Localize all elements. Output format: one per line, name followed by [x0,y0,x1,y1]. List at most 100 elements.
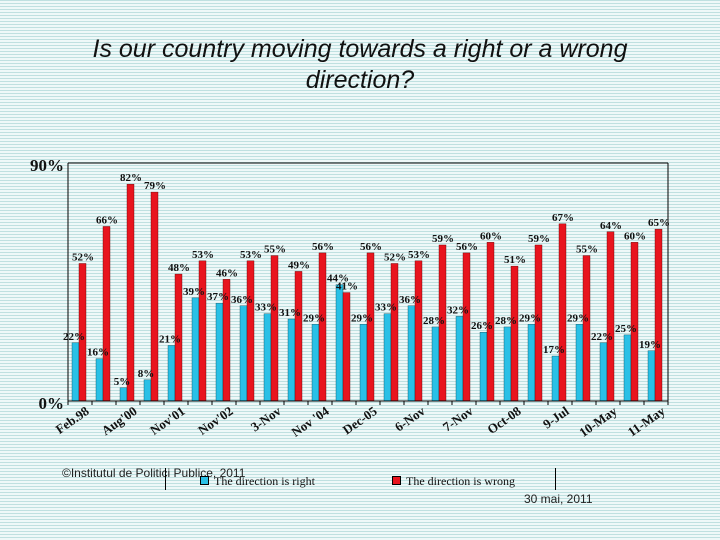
bar-right [407,305,416,402]
data-label-wrong: 67% [552,212,574,224]
bar-right [359,324,368,402]
x-tick-label: Nov '04 [289,403,333,440]
copyright-text: ©Institutul de Politici Publice, 2011 [62,466,246,480]
data-label-right: 19% [639,339,661,351]
legend-divider-right [555,468,556,490]
bar-wrong [558,223,567,402]
data-label-wrong: 52% [72,251,94,263]
data-label-right: 5% [114,376,131,388]
data-label-wrong: 64% [600,220,622,232]
legend-label-right: The direction is right [214,474,315,488]
bar-wrong [582,255,591,402]
data-label-wrong: 59% [432,233,454,245]
bar-right [647,350,656,402]
bar-right [575,324,584,402]
data-label-wrong: 66% [96,214,118,226]
bar-right [527,324,536,402]
bar-right [311,324,320,402]
x-tick-label: 6-Nov [392,403,428,435]
bar-wrong [630,242,639,402]
data-label-right: 28% [423,315,445,327]
bar-right [335,284,344,402]
bar-right [383,313,392,402]
bar-right [71,342,80,402]
x-tick-label: Nov'01 [147,403,188,438]
bar-wrong [246,260,255,402]
bar-wrong [366,252,375,402]
data-label-right: 28% [495,315,517,327]
data-label-wrong: 53% [240,249,262,261]
data-label-wrong: 56% [456,241,478,253]
data-label-right: 25% [615,323,637,335]
bar-right [215,302,224,402]
legend-label-wrong: The direction is wrong [406,474,515,488]
x-tick-label: Oct-08 [484,403,524,437]
legend-swatch-right [200,476,209,485]
bar-right [455,316,464,402]
data-label-wrong: 48% [168,262,190,274]
data-label-wrong: 49% [288,259,310,271]
bar-wrong [654,228,663,402]
bar-right [623,334,632,402]
data-label-right: 16% [87,347,109,359]
data-label-wrong: 52% [384,251,406,263]
bar-right [143,379,152,402]
bar-right [479,332,488,402]
chart-title: Is our country moving towards a right or… [92,35,628,94]
data-label-wrong: 65% [648,217,670,229]
data-label-right: 22% [63,331,85,343]
data-label-right: 26% [471,320,493,332]
bar-right [599,342,608,402]
y-tick-label: 90% [30,156,64,175]
bar-right [263,313,272,402]
data-label-right: 44% [327,273,349,285]
bar-right [551,355,560,402]
data-label-wrong: 55% [264,244,286,256]
bar-right [431,326,440,402]
data-label-right: 22% [591,331,613,343]
bar-wrong [102,226,111,402]
x-tick-label: Aug'00 [99,403,140,438]
bar-wrong [198,260,207,402]
legend-item-right: The direction is right [200,474,315,489]
data-label-wrong: 53% [192,249,214,261]
data-label-right: 37% [207,291,229,303]
bar-right [95,358,104,402]
data-label-right: 33% [375,302,397,314]
date-text: 30 mai, 2011 [524,492,593,506]
bars-group [71,183,663,402]
bar-right [191,297,200,402]
x-tick-label: 10-May [576,403,620,440]
legend-divider-left [165,468,166,490]
data-label-right: 33% [255,302,277,314]
bar-wrong [270,255,279,402]
data-label-wrong: 51% [504,254,526,266]
data-label-wrong: 46% [216,267,238,279]
data-label-wrong: 82% [120,172,142,184]
y-tick-label: 0% [39,394,65,413]
data-label-right: 32% [447,304,469,316]
x-tick-label: 7-Nov [440,403,476,435]
legend-swatch-wrong [392,476,401,485]
x-tick-label: Nov'02 [195,403,236,438]
legend-item-wrong: The direction is wrong [392,474,515,489]
bar-wrong [294,271,303,402]
x-tick-label: 3-Nov [248,403,284,435]
data-label-right: 36% [399,294,421,306]
data-label-wrong: 79% [144,180,166,192]
data-label-wrong: 60% [480,230,502,242]
data-label-wrong: 55% [576,244,598,256]
data-label-right: 36% [231,294,253,306]
data-label-wrong: 56% [312,241,334,253]
bar-right [287,318,296,402]
bar-right [167,345,176,402]
data-label-right: 17% [543,344,565,356]
data-label-right: 29% [351,312,373,324]
bar-wrong [462,252,471,402]
bar-right [119,387,128,402]
bar-wrong [342,292,351,402]
data-label-right: 8% [138,368,155,380]
data-label-right: 39% [183,286,205,298]
data-label-wrong: 41% [336,281,358,293]
